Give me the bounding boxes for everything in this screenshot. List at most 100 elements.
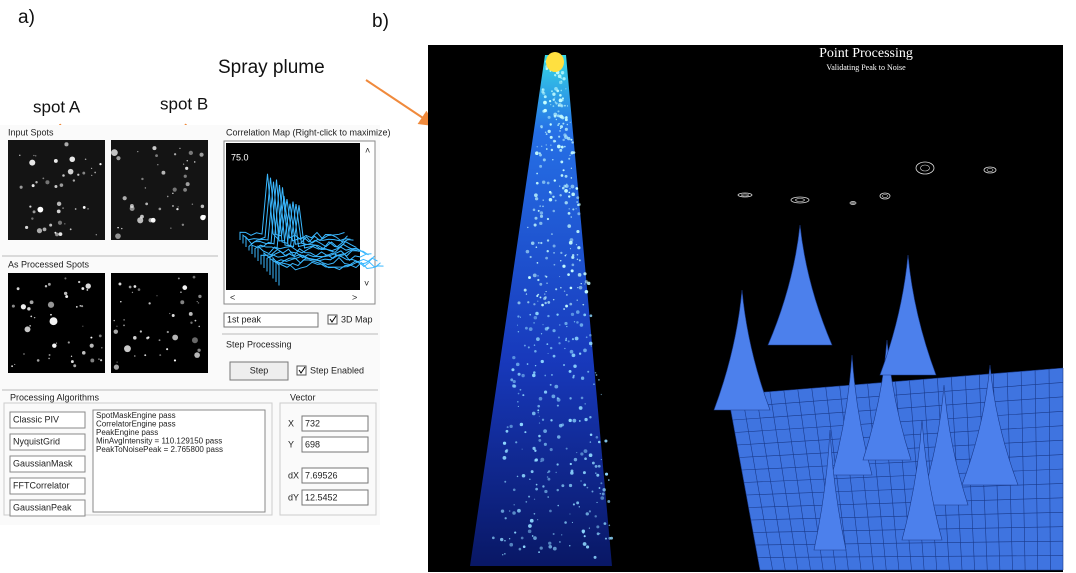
mesh-line — [1048, 369, 1051, 571]
spot — [33, 154, 35, 157]
spot — [55, 342, 58, 344]
checkbox[interactable] — [296, 365, 307, 376]
spot — [137, 288, 141, 291]
spot — [177, 277, 180, 280]
particle — [588, 341, 593, 346]
particle — [596, 525, 600, 529]
contour — [849, 201, 857, 205]
algorithm-button[interactable] — [9, 477, 86, 495]
particle — [499, 537, 504, 542]
mesh-line — [263, 250, 369, 268]
field-value: 1st peak — [227, 314, 262, 324]
particle — [540, 359, 544, 364]
algorithm-button[interactable] — [9, 411, 86, 429]
particle — [565, 304, 568, 308]
algorithm-button[interactable] — [9, 455, 86, 473]
spot — [49, 317, 58, 326]
particle — [504, 539, 506, 542]
particle — [549, 509, 552, 513]
particle — [533, 344, 536, 346]
particle — [517, 392, 520, 395]
spot — [194, 319, 197, 322]
particle — [557, 110, 560, 113]
particle — [523, 344, 526, 347]
spot — [180, 300, 185, 305]
particle — [562, 264, 566, 268]
spot — [173, 153, 177, 156]
particle — [563, 145, 566, 148]
particle — [546, 239, 550, 242]
particle — [584, 283, 586, 285]
spot-image — [8, 140, 105, 240]
field-label: X — [288, 418, 294, 428]
particle — [542, 158, 546, 162]
text-field[interactable] — [301, 415, 369, 432]
particle — [569, 397, 572, 400]
spot — [82, 206, 86, 209]
particle — [544, 327, 549, 331]
particle — [557, 124, 559, 127]
particle — [546, 250, 549, 253]
algorithm-button[interactable] — [9, 499, 86, 517]
particle — [584, 289, 589, 294]
spot — [16, 287, 20, 291]
particle — [517, 331, 520, 333]
scroll-arrow[interactable]: < — [230, 292, 235, 302]
contour — [983, 166, 997, 174]
particle — [533, 536, 537, 540]
particle — [597, 464, 601, 468]
button-label: Classic PIV — [13, 414, 59, 424]
text-field[interactable] — [301, 489, 369, 506]
particle — [539, 296, 542, 299]
particle — [548, 541, 552, 545]
spot — [87, 207, 89, 210]
scroll-arrow[interactable]: ˅ — [364, 278, 369, 288]
particle — [547, 129, 551, 134]
spot — [84, 158, 87, 161]
scroll-arrow[interactable]: ˄ — [365, 145, 370, 155]
particle — [550, 233, 553, 236]
particle — [560, 160, 564, 164]
mesh-line — [755, 392, 786, 571]
particle — [578, 285, 583, 290]
particle — [561, 72, 563, 75]
particle — [536, 294, 539, 297]
scroll-arrow[interactable]: > — [352, 292, 357, 302]
particle — [588, 510, 592, 513]
particle — [578, 506, 580, 508]
particle — [545, 133, 548, 136]
particle — [549, 123, 552, 126]
particle — [555, 288, 558, 291]
particle — [572, 208, 575, 211]
section-label: As Processed Spots — [8, 259, 90, 269]
particle — [533, 303, 536, 306]
spot — [121, 227, 123, 230]
text-field[interactable] — [301, 467, 369, 484]
particle — [546, 476, 549, 478]
spot — [57, 220, 63, 225]
particle — [540, 457, 545, 462]
checkbox[interactable] — [327, 314, 338, 325]
spot — [99, 163, 102, 166]
particle — [569, 188, 571, 190]
particle — [565, 447, 568, 450]
particle — [543, 442, 547, 446]
algorithm-button[interactable] — [9, 433, 86, 451]
particle — [570, 167, 572, 169]
particle — [559, 114, 564, 119]
particle — [570, 269, 574, 273]
button-label: Step — [250, 365, 269, 375]
contour — [882, 194, 888, 198]
spot — [122, 196, 127, 201]
text-field[interactable] — [301, 436, 369, 453]
field-label: dX — [288, 470, 299, 480]
particle — [538, 439, 542, 442]
particle — [580, 396, 584, 400]
button[interactable] — [229, 361, 289, 381]
particle — [541, 180, 546, 184]
text-field[interactable] — [223, 312, 319, 328]
mesh-line — [727, 394, 761, 571]
particle — [540, 333, 543, 335]
spot — [90, 358, 95, 363]
spot — [194, 161, 196, 163]
